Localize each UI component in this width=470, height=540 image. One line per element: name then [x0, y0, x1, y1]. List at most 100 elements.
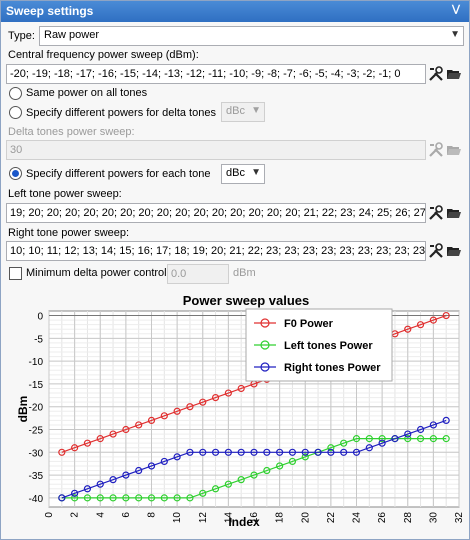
legend-entry: Right tones Power: [284, 362, 381, 374]
tools-icon[interactable]: [428, 205, 444, 221]
data-point: [71, 489, 79, 497]
data-point: [327, 444, 335, 452]
data-point: [416, 435, 425, 443]
folder-open-icon[interactable]: [446, 205, 462, 221]
x-tick-label: 12: [198, 512, 209, 524]
panel-titlebar[interactable]: Sweep settings ⋁: [1, 1, 469, 22]
data-point: [365, 444, 373, 452]
delta-unit-select[interactable]: dBc ▼: [221, 102, 265, 122]
diff-delta-radio[interactable]: [9, 106, 22, 119]
series-line-1: [61, 438, 447, 499]
data-point: [109, 476, 117, 484]
data-point: [301, 448, 309, 456]
data-point: [173, 453, 181, 461]
type-select-value: Raw power: [44, 29, 100, 41]
data-point: [276, 448, 284, 456]
data-point: [58, 448, 66, 456]
data-point: [96, 494, 104, 502]
central-sweep-label: Central frequency power sweep (dBm):: [8, 49, 199, 61]
data-point: [135, 494, 143, 502]
y-tick-label: 0: [37, 312, 43, 323]
folder-open-icon[interactable]: [446, 142, 462, 158]
data-point: [160, 494, 168, 502]
y-tick-label: -20: [29, 403, 44, 414]
data-point: [442, 416, 450, 424]
data-point: [173, 407, 181, 415]
data-point: [250, 471, 258, 479]
data-point: [237, 384, 245, 393]
min-delta-label: Minimum delta power control:: [26, 267, 170, 279]
data-point: [224, 480, 232, 488]
data-point: [404, 435, 412, 443]
diff-each-radio[interactable]: [9, 167, 22, 180]
data-point: [173, 494, 181, 502]
right-tone-value: 10; 10; 11; 12; 13; 14; 15; 16; 17; 18; …: [10, 245, 426, 257]
data-point: [404, 430, 412, 438]
x-tick-label: 0: [44, 512, 55, 518]
data-point: [301, 453, 309, 461]
panel-title: Sweep settings: [6, 4, 94, 18]
x-axis-label: Index: [228, 515, 260, 529]
data-point: [96, 435, 104, 443]
data-point: [211, 448, 220, 456]
data-point: [186, 494, 194, 502]
tools-icon[interactable]: [428, 243, 444, 259]
data-point: [224, 389, 232, 397]
folder-open-icon[interactable]: [446, 243, 462, 259]
data-point: [109, 430, 117, 438]
data-point: [442, 435, 450, 443]
data-point: [186, 448, 194, 456]
left-tone-input[interactable]: 19; 20; 20; 20; 20; 20; 20; 20; 20; 20; …: [6, 203, 426, 223]
tools-icon[interactable]: [428, 66, 444, 82]
delta-sweep-label: Delta tones power sweep:: [8, 126, 135, 138]
data-point: [147, 416, 156, 424]
min-delta-checkbox[interactable]: [9, 267, 22, 280]
data-point: [71, 494, 79, 502]
central-sweep-input[interactable]: -20; -19; -18; -17; -16; -15; -14; -13; …: [6, 64, 426, 84]
each-unit-value: dBc: [226, 167, 245, 179]
data-point: [224, 448, 232, 456]
delta-sweep-input[interactable]: 30: [6, 140, 426, 160]
data-point: [276, 462, 284, 470]
x-tick-label: 18: [275, 512, 286, 524]
data-point: [160, 412, 168, 420]
tools-icon[interactable]: [428, 142, 444, 158]
collapse-chevron-icon[interactable]: ⋁: [451, 4, 461, 15]
y-tick-label: -30: [29, 448, 44, 459]
data-point: [250, 448, 258, 456]
data-point: [340, 448, 348, 456]
data-point: [211, 394, 220, 402]
data-point: [83, 494, 92, 502]
min-delta-input[interactable]: 0.0: [167, 264, 229, 284]
type-select[interactable]: Raw power ▼: [39, 26, 464, 46]
data-point: [352, 448, 361, 456]
left-tone-label: Left tone power sweep:: [8, 188, 122, 200]
data-point: [288, 457, 297, 466]
legend-swatch-marker: [260, 340, 270, 350]
data-point: [199, 448, 207, 456]
data-point: [58, 494, 66, 502]
data-point: [416, 321, 425, 329]
data-point: [378, 439, 386, 447]
y-axis-label: dBm: [16, 396, 30, 423]
each-unit-select[interactable]: dBc ▼: [221, 164, 265, 184]
folder-open-icon[interactable]: [446, 66, 462, 82]
same-power-radio[interactable]: [9, 87, 22, 100]
data-point: [147, 494, 156, 502]
x-tick-label: 2: [70, 512, 81, 518]
power-sweep-chart: Power sweep values 0 -5 -10 -15 -20 -25 -30 -35 -…: [5, 289, 465, 537]
data-point: [429, 435, 437, 443]
data-point: [237, 476, 245, 484]
type-label: Type:: [8, 30, 35, 42]
data-point: [122, 425, 130, 434]
same-power-label: Same power on all tones: [26, 87, 148, 99]
right-tone-input[interactable]: 10; 10; 11; 12; 13; 14; 15; 16; 17; 18; …: [6, 241, 426, 261]
data-point: [352, 435, 361, 443]
central-sweep-value: -20; -19; -18; -17; -16; -15; -14; -13; …: [10, 68, 401, 80]
x-tick-label: 6: [121, 512, 132, 518]
data-point: [263, 448, 271, 456]
x-tick-label: 24: [352, 512, 363, 524]
left-tone-value: 19; 20; 20; 20; 20; 20; 20; 20; 20; 20; …: [10, 207, 426, 219]
x-tick-label: 22: [326, 512, 337, 524]
